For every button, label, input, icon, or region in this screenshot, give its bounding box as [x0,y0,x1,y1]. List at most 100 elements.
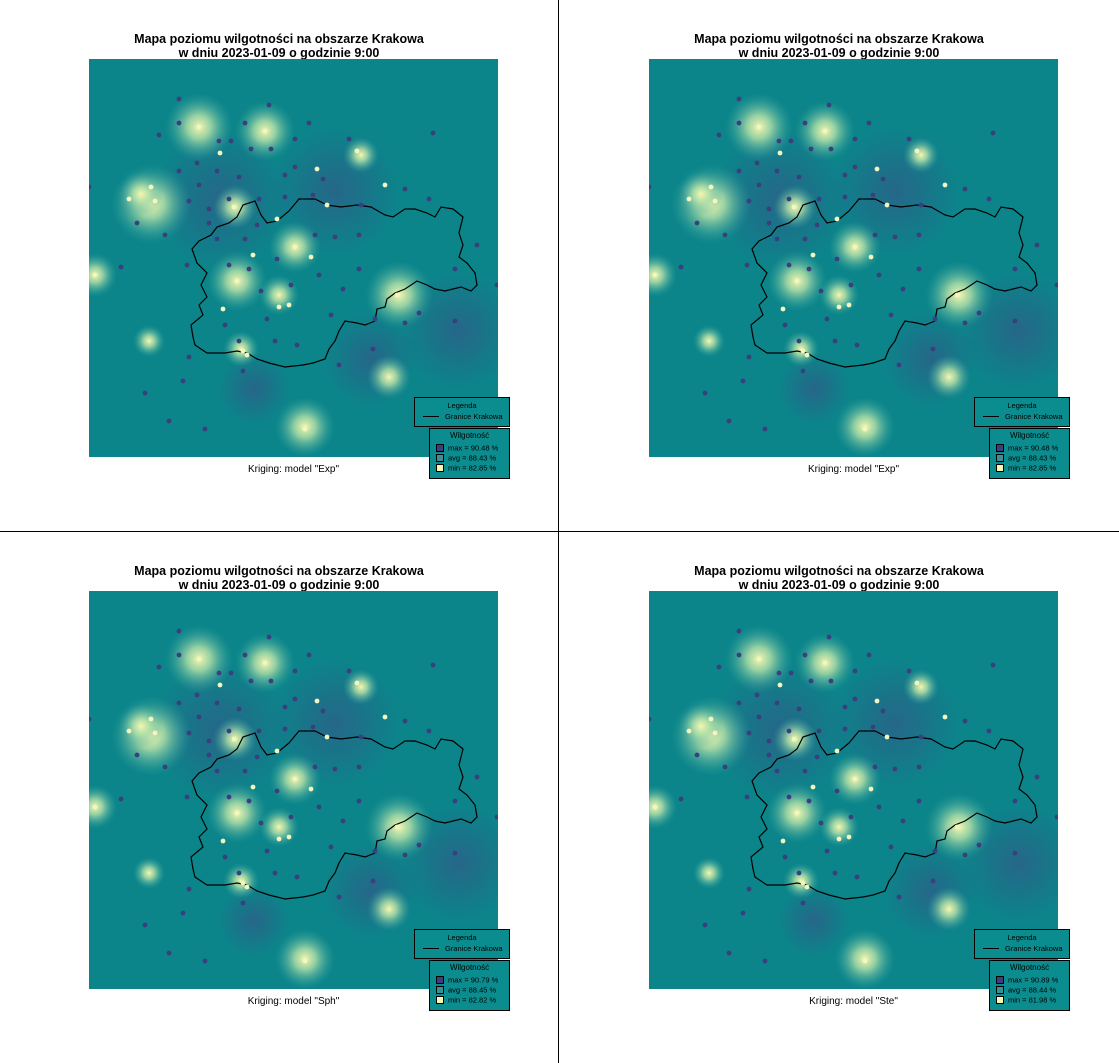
station-point [846,302,852,308]
station-point [816,196,822,202]
station-point [918,734,924,740]
station-point [788,138,794,144]
station-point [176,700,182,706]
station-point [248,146,254,152]
station-point [244,352,250,358]
station-point [1012,318,1018,324]
station-point [740,378,746,384]
station-point [744,262,750,268]
station-point [206,220,212,226]
station-point [354,148,360,154]
station-point [722,764,728,770]
low-humidity-zone [778,353,850,425]
humidity-map [89,59,498,457]
station-point [834,256,840,262]
legend-border: Legenda Granice Krakowa [974,929,1070,959]
station-point [868,254,874,260]
station-point [942,714,948,720]
station-point [786,794,792,800]
station-point [282,704,288,710]
stat-avg: avg = 88.43 % [436,453,496,463]
station-point [806,266,812,272]
model-caption: Kriging: model "Sph" [247,996,340,1007]
station-point [430,662,436,668]
station-point [796,338,802,344]
station-point [848,814,854,820]
station-point [156,664,162,670]
station-point [888,844,894,850]
station-point [810,252,816,258]
station-point [800,368,806,374]
station-point [240,348,246,354]
station-point [156,132,162,138]
station-point [162,232,168,238]
station-point [118,264,124,270]
border-line-symbol [423,948,439,949]
station-point [402,186,408,192]
legend-border: Legenda Granice Krakowa [974,397,1070,427]
station-point [740,910,746,916]
station-point [176,120,182,126]
station-point [272,338,278,344]
border-line-symbol [423,416,439,417]
station-point [1012,850,1018,856]
high-humidity-zone [783,863,819,899]
station-point [814,754,820,760]
station-point [262,660,268,666]
station-point [256,196,262,202]
station-point [852,244,858,250]
station-point [236,338,242,344]
station-point [884,202,890,208]
station-point [196,656,202,662]
station-point [242,768,248,774]
station-point [777,682,783,688]
station-point [756,182,762,188]
station-point [832,870,838,876]
station-point [870,724,876,730]
station-point [89,716,92,722]
station-point [292,696,298,702]
station-point [916,798,922,804]
station-point [152,198,158,204]
title-line-1: Mapa poziomu wilgotności na obszarze Kra… [134,564,424,578]
title-line-1: Mapa poziomu wilgotności na obszarze Kra… [694,564,984,578]
station-point [310,192,316,198]
station-point [202,426,208,432]
high-humidity-zone [367,887,411,931]
station-point [786,262,792,268]
legend-title: Legenda [447,401,477,410]
station-point [242,236,248,242]
station-point [274,748,280,754]
station-point [264,848,270,854]
border-line-symbol [983,416,999,417]
stats-title: Wilgotność [1009,431,1050,440]
station-point [900,818,906,824]
station-point [306,120,312,126]
station-point [228,138,234,144]
station-point [240,880,246,886]
station-point [888,312,894,318]
station-point [314,166,320,172]
station-point [346,668,352,674]
station-point [426,196,432,202]
station-point [416,310,422,316]
station-point [746,198,752,204]
station-point [268,678,274,684]
station-point [852,776,858,782]
station-point [852,696,858,702]
station-point [302,426,308,432]
station-point [892,234,898,240]
station-point [324,202,330,208]
station-point [246,798,252,804]
low-humidity-zone [218,353,290,425]
station-point [166,418,172,424]
station-point [800,900,806,906]
station-point [876,804,882,810]
title-line-2: w dniu 2023-01-09 o godzinie 9:00 [738,46,940,60]
station-point [906,668,912,674]
station-point [942,182,948,188]
station-point [328,312,334,318]
high-humidity-zone [89,785,117,829]
station-point [196,124,202,130]
station-point [986,196,992,202]
